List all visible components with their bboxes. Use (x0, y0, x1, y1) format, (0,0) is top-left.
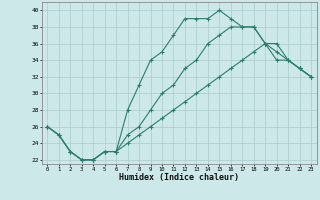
X-axis label: Humidex (Indice chaleur): Humidex (Indice chaleur) (119, 173, 239, 182)
